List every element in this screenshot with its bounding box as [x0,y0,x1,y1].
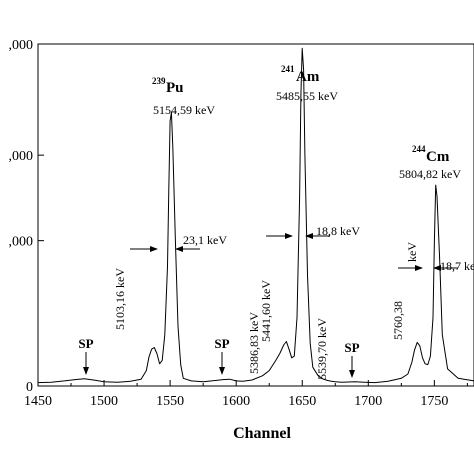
cm-element-label: Cm [426,149,450,165]
cm-satellite-1-label: 5760,38 [391,301,405,340]
sp-label-2: SP [214,336,229,351]
plot-frame [37,43,474,387]
am-fwhm-label: 18,8 keV [316,224,360,238]
am-satellite-3-label: 5539,70 keV [315,318,329,380]
x-tick-label: 1650 [288,394,316,409]
sp-label-3: SP [344,340,359,355]
cm-energy-label: 5804,82 keV [399,167,461,181]
pu-satellite-label: 5103,16 keV [113,268,127,330]
x-tick-label: 1450 [24,394,52,409]
cm-mass-number: 244 [412,144,426,154]
pu-element-label: Pu [166,80,184,96]
cm-fwhm-label: 18,7 keV [440,259,474,273]
x-tick-label: 1700 [354,394,382,409]
am-element-label: Am [296,69,320,85]
y-tick-label: ,000 [9,149,34,164]
x-tick-label: 1550 [156,394,184,409]
pu-fwhm-label: 23,1 keV [183,233,227,247]
x-tick-label: 1600 [222,394,250,409]
x-tick-label: 1500 [90,394,118,409]
y-tick-label: ,000 [9,235,34,250]
am-satellite-1-label: 5386,83 keV [247,312,261,374]
pu-mass-number: 239 [152,76,166,86]
pu-energy-label: 5154,59 keV [153,103,215,117]
x-tick-label: 1750 [420,394,448,409]
cm-satellite-1-unit: keV [405,242,419,262]
y-tick-label: 0 [26,380,33,395]
series-line-0 [37,47,474,384]
am-mass-number: 241 [281,64,295,74]
sp-label-1: SP [78,336,93,351]
x-axis-label: Channel [233,425,291,442]
series-group [37,47,474,384]
y-axis-ticks: ,000 ,000 ,000 0 [9,38,44,395]
x-axis-ticks: 1450 1500 1550 1600 1650 1700 1750 [24,380,468,409]
y-tick-label: ,000 [9,38,34,53]
am-satellite-2-label: 5441,60 keV [259,280,273,342]
am-energy-label: 5485,55 keV [276,89,338,103]
